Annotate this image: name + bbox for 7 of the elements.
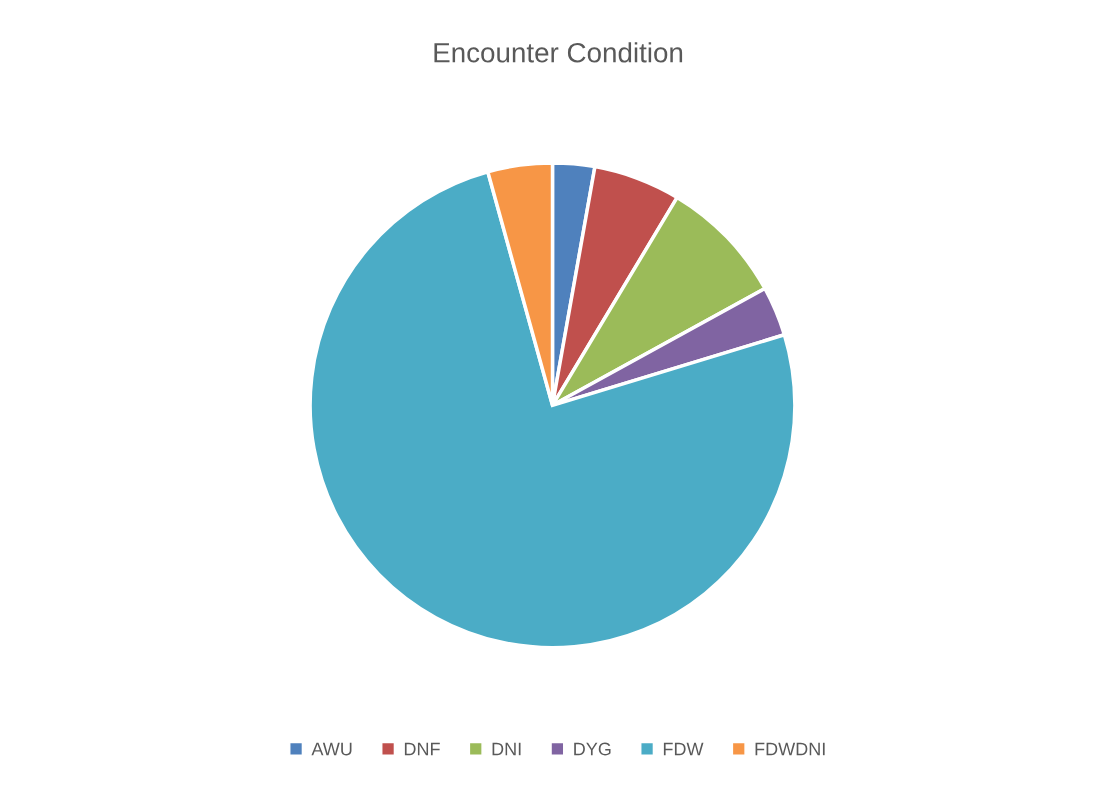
legend-label: FDW [663,742,704,756]
legend-label: AWU [311,742,352,756]
legend-label: DNF [404,742,440,756]
legend-label: DNI [492,742,521,756]
legend-label: DYG [574,742,611,756]
chart-title: Encounter Condition [434,42,683,63]
legend-label: FDWDNI [755,742,825,756]
